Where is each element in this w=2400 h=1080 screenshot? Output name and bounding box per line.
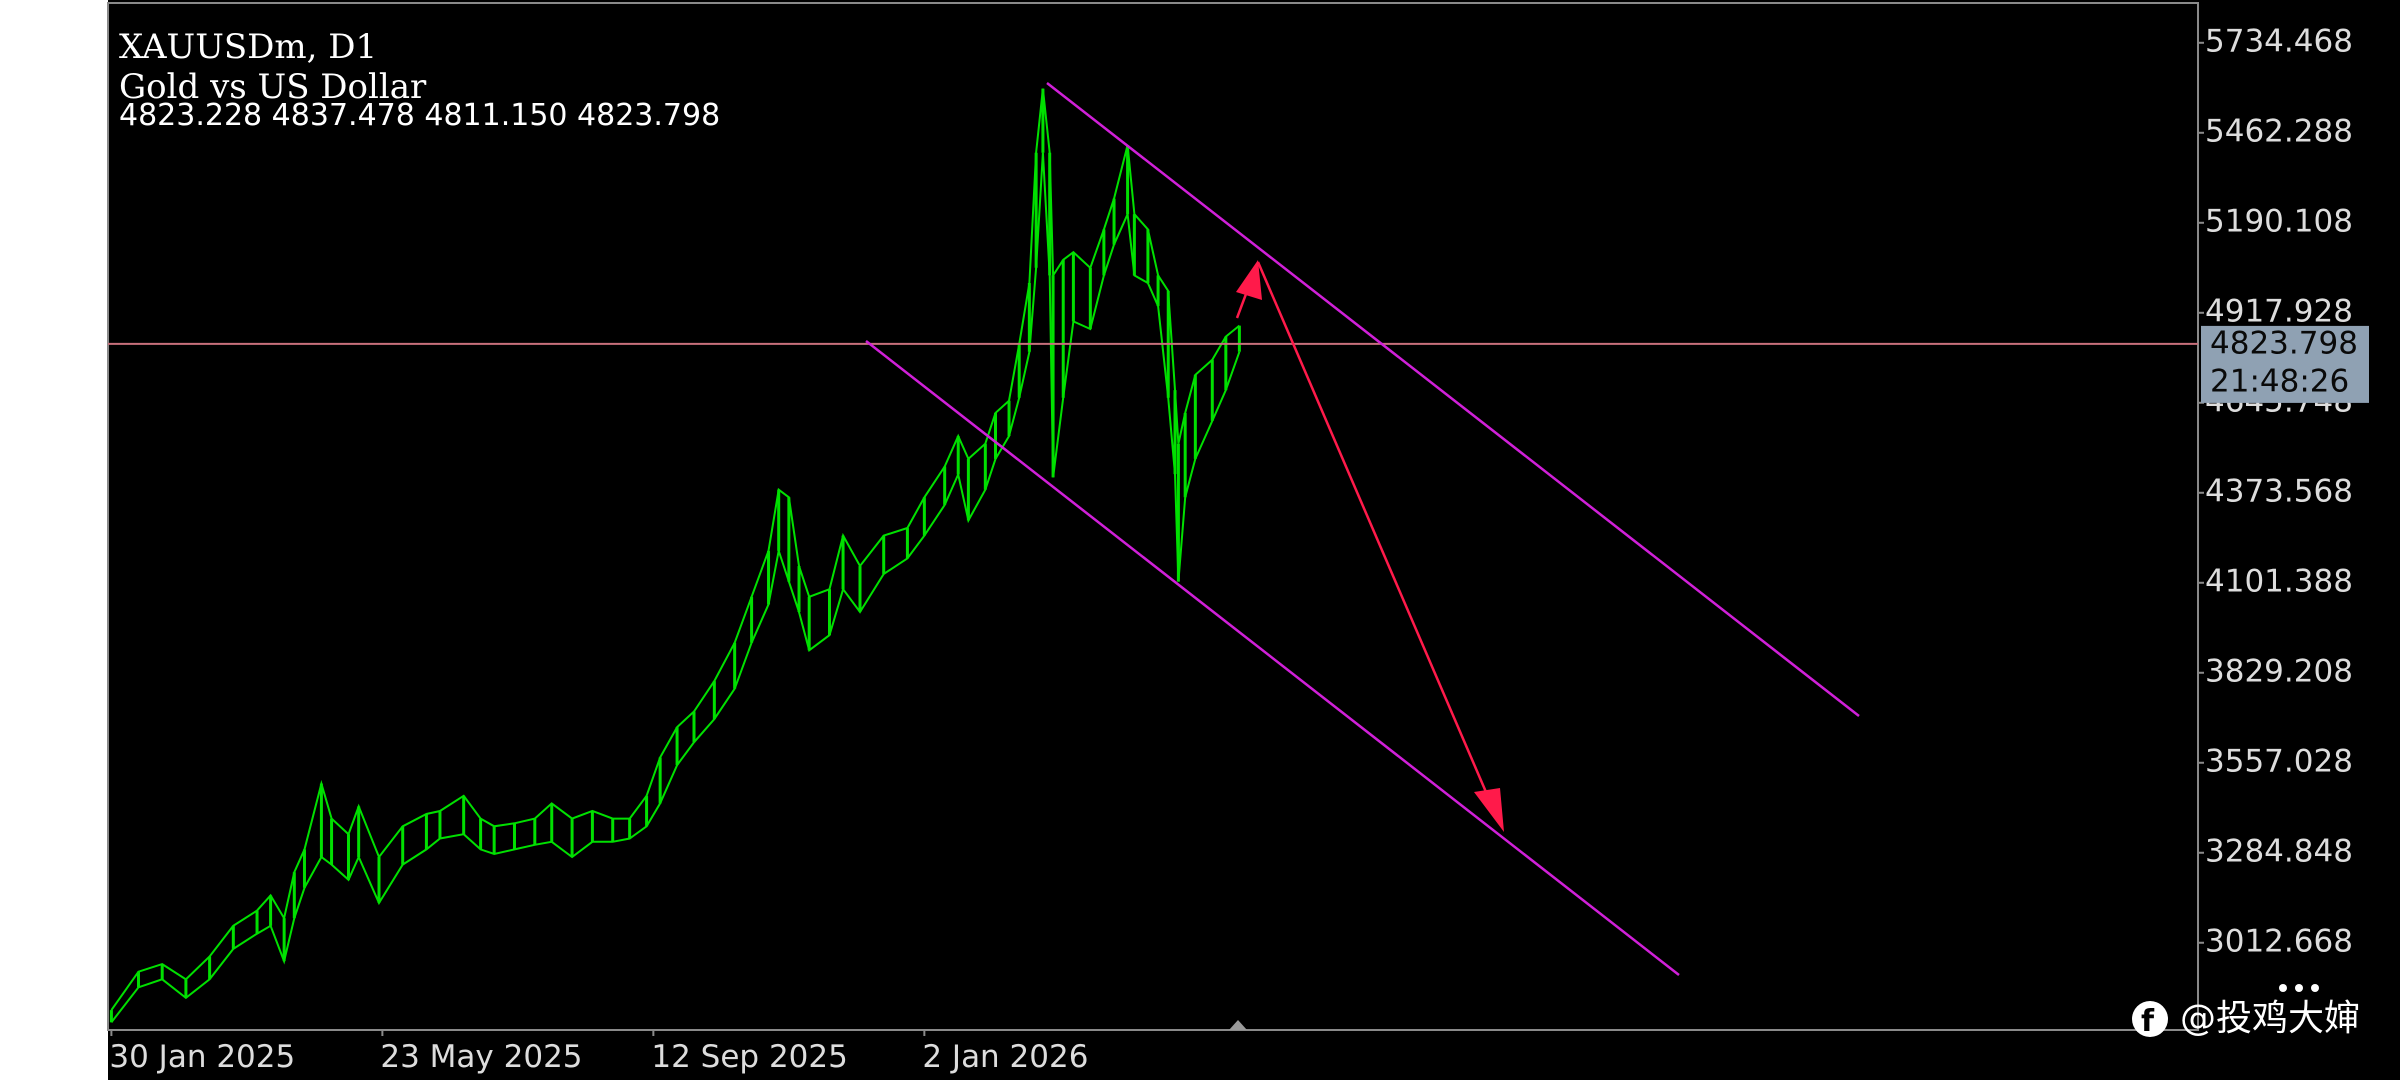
y-tick-label: 4373.568	[2205, 473, 2353, 509]
chart-title: XAUUSDm, D1	[119, 27, 377, 67]
menu-dot	[2295, 984, 2303, 992]
arrow-down-head	[1474, 788, 1504, 832]
watermark-icon-glyph: f	[2141, 1004, 2155, 1039]
y-tick-label: 5734.468	[2205, 23, 2353, 59]
last-bar-marker	[1229, 1020, 1247, 1030]
y-tick-label: 3829.208	[2205, 653, 2353, 689]
y-tick-label: 3012.668	[2205, 923, 2353, 959]
price-axis: 5734.4685462.2885190.1084917.9284645.748…	[109, 23, 2353, 1075]
plot	[108, 88, 2198, 1023]
x-tick-label: 12 Sep 2025	[651, 1039, 847, 1075]
chart-subtitle: Gold vs US Dollar	[119, 67, 427, 107]
watermark-icon	[2132, 1001, 2168, 1037]
last-price-label: 4823.798	[2210, 325, 2358, 361]
chart-background	[108, 0, 2400, 1080]
ohlc-text: 4823.228 4837.478 4811.150 4823.798	[119, 98, 720, 133]
y-tick-label: 5462.288	[2205, 113, 2353, 149]
last-price-box-bg	[2201, 325, 2369, 403]
low-line	[110, 152, 1241, 1023]
x-tick-label: 23 May 2025	[380, 1039, 582, 1075]
menu-dot	[2311, 984, 2319, 992]
channel-lower	[865, 340, 1680, 976]
menu-dot	[2279, 984, 2287, 992]
plot-frame	[107, 2, 2199, 1031]
y-tick-label: 3284.848	[2205, 833, 2353, 869]
left-margin	[0, 0, 108, 1080]
arrow-down-shaft	[1256, 261, 1494, 807]
countdown: 21:48:26	[2210, 363, 2349, 399]
high-line	[110, 88, 1241, 1011]
y-tick-label: 4101.388	[2205, 563, 2353, 599]
x-tick-label: 2 Jan 2026	[922, 1039, 1088, 1075]
x-tick-label: 30 Jan 2025	[109, 1039, 295, 1075]
channel-upper	[1046, 82, 1860, 717]
y-tick-label: 4917.928	[2205, 293, 2353, 329]
arrow-up-head	[1236, 260, 1262, 300]
y-tick-label: 5190.108	[2205, 203, 2353, 239]
y-tick-label: 3557.028	[2205, 743, 2353, 779]
watermark: @投鸡大婶	[2180, 998, 2360, 1039]
